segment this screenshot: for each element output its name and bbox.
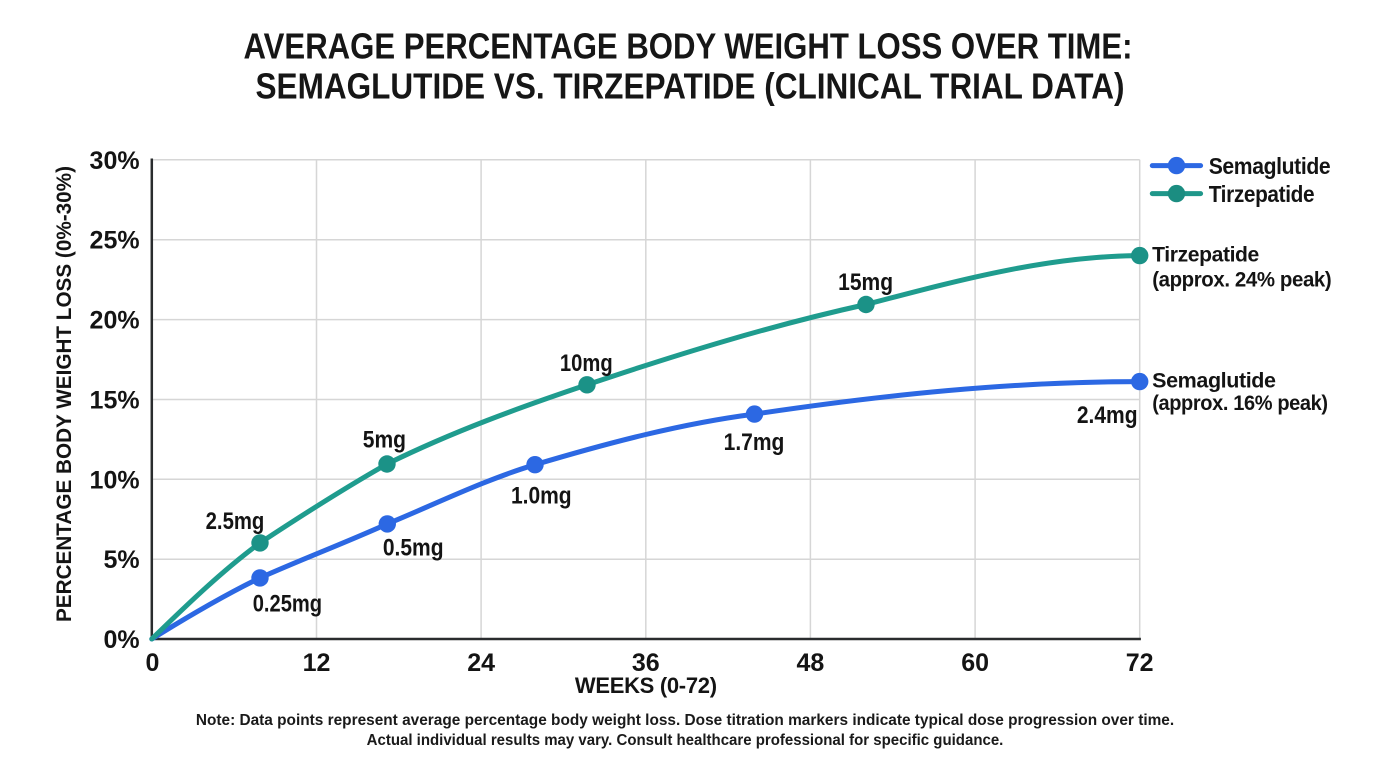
svg-text:24: 24: [467, 649, 495, 677]
svg-text:0.5mg: 0.5mg: [383, 535, 444, 562]
svg-text:10%: 10%: [90, 466, 140, 494]
svg-text:WEEKS (0-72): WEEKS (0-72): [575, 673, 717, 698]
svg-text:AVERAGE PERCENTAGE BODY WEIGHT: AVERAGE PERCENTAGE BODY WEIGHT LOSS OVER…: [244, 25, 1133, 66]
svg-text:36: 36: [632, 649, 660, 677]
svg-text:60: 60: [961, 649, 989, 677]
svg-text:2.4mg: 2.4mg: [1077, 402, 1138, 429]
svg-text:0.25mg: 0.25mg: [253, 590, 322, 617]
svg-text:Semaglutide: Semaglutide: [1152, 369, 1275, 392]
svg-text:PERCENTAGE BODY WEIGHT LOSS (0: PERCENTAGE BODY WEIGHT LOSS (0%-30%): [52, 166, 76, 622]
svg-text:Actual individual results may: Actual individual results may vary. Cons…: [367, 732, 1004, 749]
svg-text:15%: 15%: [90, 387, 140, 415]
svg-text:Note: Data points represent av: Note: Data points represent average perc…: [196, 712, 1174, 729]
svg-text:(approx. 24% peak): (approx. 24% peak): [1152, 268, 1331, 291]
svg-text:Tirzepatide: Tirzepatide: [1152, 244, 1259, 267]
svg-text:1.7mg: 1.7mg: [724, 429, 785, 456]
svg-text:Tirzepatide: Tirzepatide: [1209, 181, 1315, 207]
svg-text:20%: 20%: [90, 307, 140, 335]
svg-text:5mg: 5mg: [363, 426, 406, 453]
svg-text:2.5mg: 2.5mg: [206, 508, 265, 535]
svg-text:15mg: 15mg: [838, 269, 893, 296]
svg-text:25%: 25%: [90, 227, 140, 255]
svg-text:(approx. 16% peak): (approx. 16% peak): [1152, 392, 1328, 415]
svg-text:12: 12: [303, 649, 331, 677]
svg-text:5%: 5%: [103, 546, 139, 574]
svg-text:SEMAGLUTIDE VS. TIRZEPATIDE (C: SEMAGLUTIDE VS. TIRZEPATIDE (CLINICAL TR…: [256, 66, 1125, 107]
svg-text:30%: 30%: [90, 147, 140, 175]
svg-text:10mg: 10mg: [560, 350, 613, 377]
svg-text:0%: 0%: [103, 626, 139, 654]
svg-text:0: 0: [146, 649, 160, 677]
svg-text:48: 48: [796, 649, 824, 677]
svg-text:72: 72: [1126, 649, 1154, 677]
svg-text:Semaglutide: Semaglutide: [1209, 153, 1331, 179]
svg-text:1.0mg: 1.0mg: [511, 483, 572, 510]
